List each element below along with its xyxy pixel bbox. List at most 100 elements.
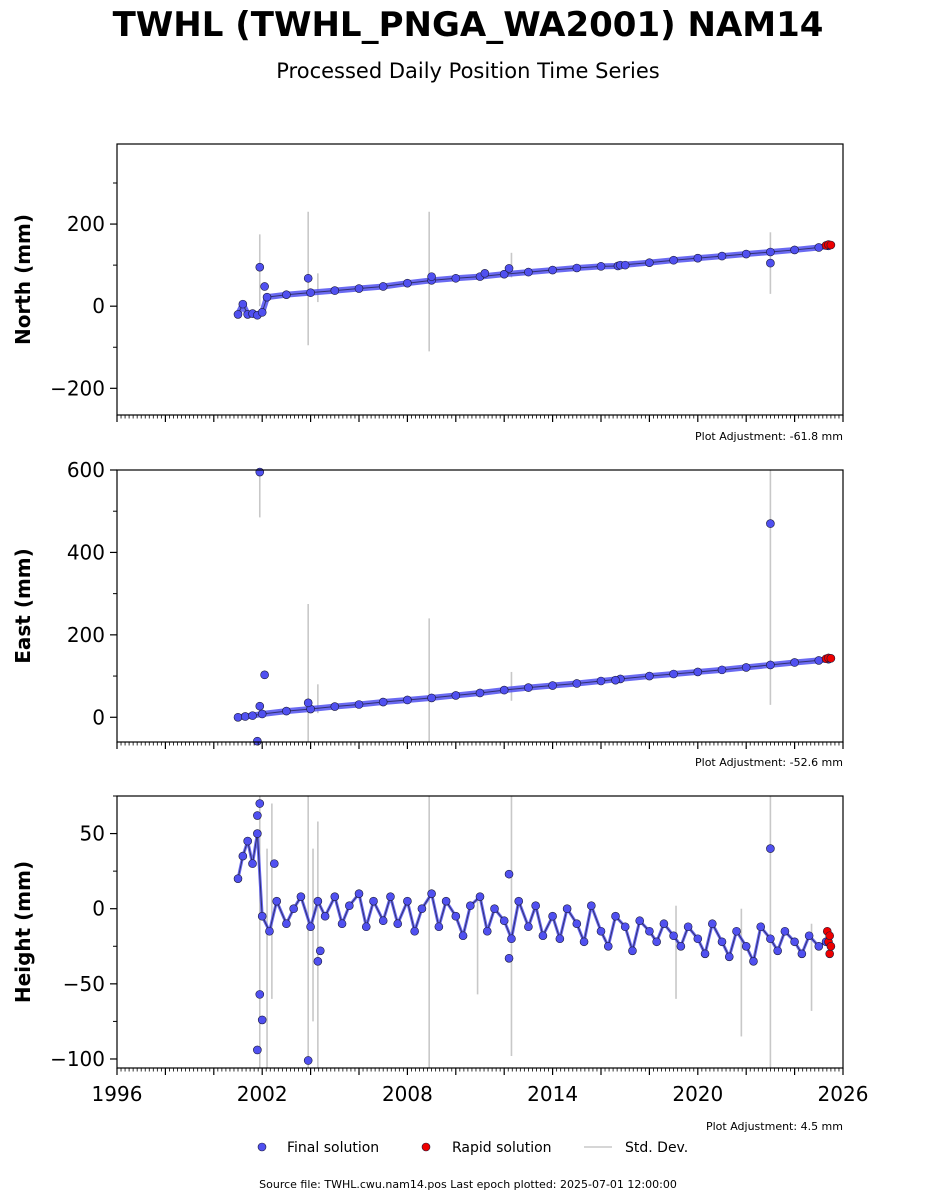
height-final-point (659, 919, 669, 929)
north-final-point (669, 255, 678, 265)
east-final-point (240, 712, 250, 721)
height-xtick-label: 2020 (672, 1082, 723, 1106)
east-final-point (378, 697, 388, 707)
height-xtick-label: 2014 (527, 1082, 578, 1106)
height-final-point (741, 941, 751, 951)
north-ytick-label: 0 (92, 294, 105, 318)
height-final-point (531, 901, 540, 911)
height-final-point (780, 926, 790, 936)
height-final-band-edge (237, 833, 827, 963)
height-final-point (669, 931, 678, 941)
height-final-point (645, 926, 654, 936)
north-final-point (306, 288, 315, 297)
east-final-point (572, 679, 582, 688)
height-final-point (635, 916, 645, 926)
east-final-point (282, 706, 291, 716)
north-final-point (596, 262, 606, 271)
height-final-point (790, 937, 799, 947)
east-final-point (403, 695, 412, 705)
north-final-point (260, 282, 269, 291)
height-final-point (628, 946, 637, 956)
north-final-point (303, 273, 313, 283)
east-final-point (427, 693, 436, 703)
legend-std-label: Std. Dev. (625, 1140, 688, 1156)
height-final-point (458, 931, 468, 941)
north-final-point (282, 290, 291, 299)
height-final-point (766, 844, 775, 853)
north-ytick-label: −200 (50, 376, 105, 400)
north-ytick-label: 200 (67, 212, 105, 236)
height-final-point (272, 896, 282, 906)
height-final-point (313, 957, 323, 966)
east-final-point (330, 702, 340, 711)
north-final-point (790, 245, 799, 255)
height-final-point (361, 922, 371, 932)
height-xtick-label: 2026 (818, 1082, 869, 1106)
north-final-point (620, 260, 630, 270)
east-final-point (717, 665, 727, 675)
height-final-point (804, 931, 814, 941)
height-ytick-label: 50 (80, 822, 105, 846)
height-final-point (756, 922, 766, 932)
height-final-point (652, 937, 661, 947)
north-final-point (572, 263, 582, 273)
north-final-point (693, 253, 703, 263)
height-final-point (490, 904, 499, 914)
height-final-point (282, 919, 291, 929)
height-final-point (303, 1056, 313, 1065)
height-final-point (717, 937, 727, 947)
north-final-point (499, 269, 509, 279)
height-final-point (499, 916, 509, 926)
height-rapid-point (825, 931, 834, 941)
height-final-point (482, 926, 492, 936)
east-final-point (499, 685, 509, 695)
north-final-point (378, 282, 388, 291)
east-rapid-point (826, 654, 836, 663)
height-final-point (233, 874, 243, 883)
north-final-point (233, 310, 243, 319)
height-final-point (555, 934, 565, 944)
height-final-point (676, 941, 686, 951)
height-rapid-point (826, 941, 836, 951)
height-final-point (587, 901, 596, 911)
height-final-point (504, 953, 514, 963)
height-final-point (427, 889, 436, 898)
height-final-point (248, 859, 257, 868)
north-final-point (480, 269, 490, 278)
east-final-point (766, 519, 775, 528)
height-final-point (562, 904, 572, 914)
height-final-point (253, 811, 262, 820)
height-final-band (236, 832, 827, 963)
height-final-point (814, 941, 824, 951)
height-panel: −100 −50 0 50 Height (mm) 1996 2002 2008 2014 202… (11, 795, 869, 1106)
height-final-point (773, 946, 782, 956)
height-final-point (255, 990, 265, 999)
east-final-point (255, 467, 265, 477)
height-final-point (253, 1045, 262, 1055)
north-final-point (645, 258, 654, 267)
north-plot-adjustment: Plot Adjustment: -61.8 mm (695, 430, 843, 443)
height-final-point (466, 901, 475, 911)
east-final-point (255, 701, 265, 711)
height-final-point (238, 851, 248, 861)
height-final-point (255, 799, 265, 808)
height-final-point (313, 896, 323, 906)
height-final-point (579, 937, 589, 947)
height-final-point (504, 869, 514, 879)
north-rapid-point (826, 240, 836, 250)
height-final-point (253, 829, 262, 838)
north-final-point (255, 262, 265, 272)
height-final-point (257, 911, 267, 921)
height-rapid-point (825, 949, 834, 959)
height-final-point (330, 892, 340, 901)
height-final-point (378, 916, 388, 926)
height-plot-adjustment: Plot Adjustment: 4.5 mm (706, 1120, 843, 1133)
height-final-point (475, 892, 485, 901)
north-final-point (766, 258, 775, 268)
height-xtick-label: 2002 (237, 1082, 288, 1106)
height-final-point (265, 926, 274, 936)
north-final-point (524, 267, 533, 277)
height-final-point (766, 934, 775, 944)
north-final-band (235, 242, 829, 319)
